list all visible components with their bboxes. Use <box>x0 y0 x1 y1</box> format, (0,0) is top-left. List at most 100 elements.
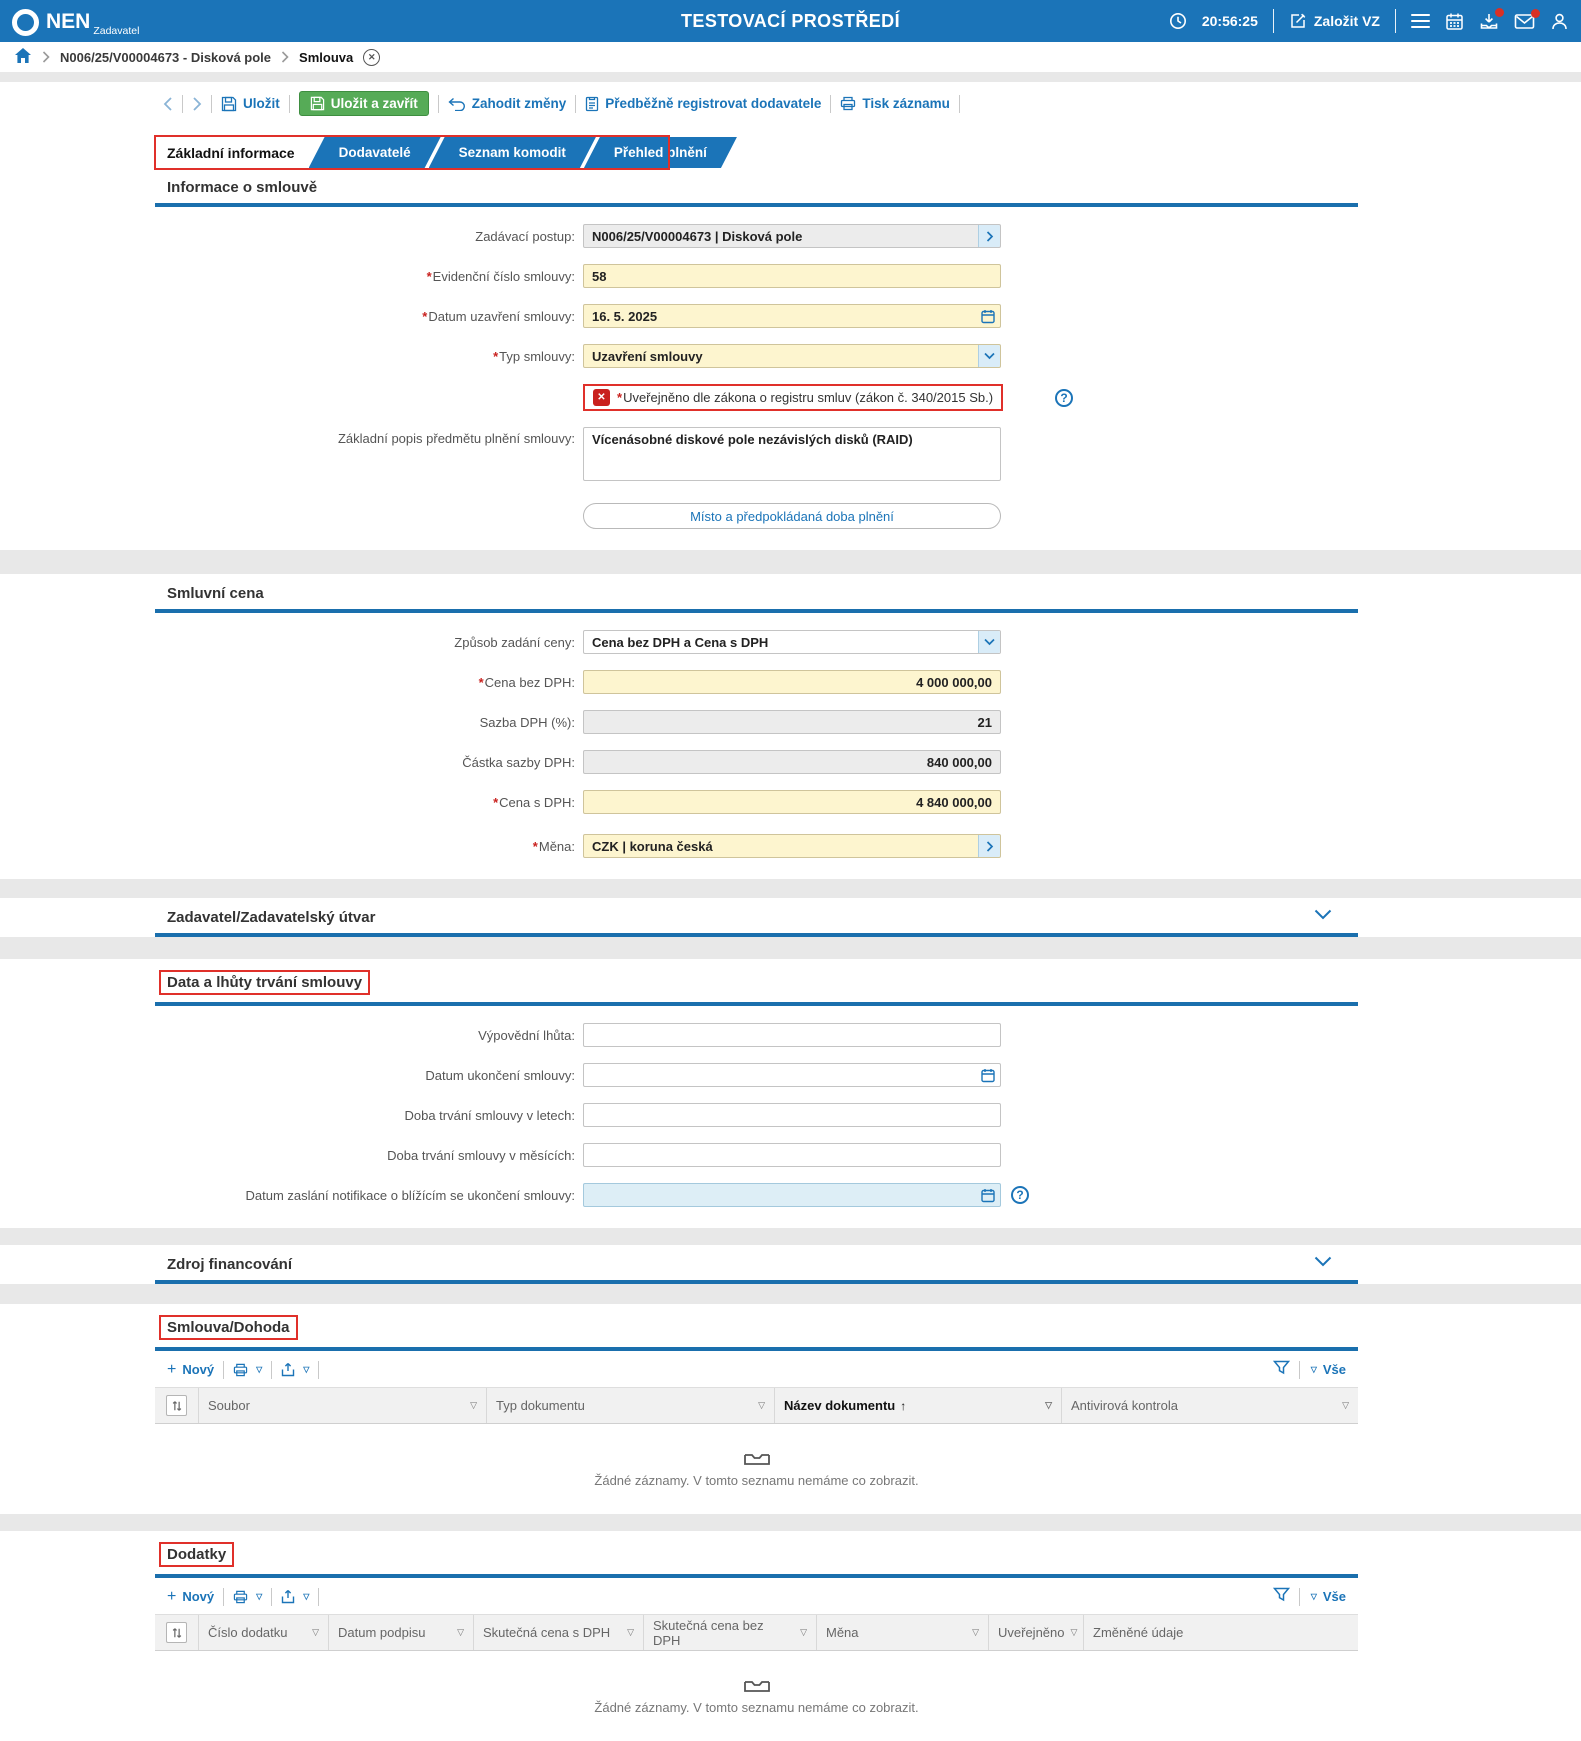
tab-zakladni-informace[interactable]: Základní informace <box>155 137 321 168</box>
publish-register-checkbox[interactable]: ✕ *Uveřejněno dle zákona o registru smlu… <box>583 384 1004 411</box>
mail-icon[interactable] <box>1514 8 1540 30</box>
create-vz-button[interactable]: Založit VZ <box>1289 12 1380 30</box>
calendar-icon[interactable] <box>1445 12 1464 31</box>
inbox-download-icon[interactable] <box>1479 7 1504 31</box>
new-document-button[interactable]: + Nový <box>167 1360 215 1378</box>
user-icon[interactable] <box>1550 12 1569 31</box>
required-marker: * <box>532 838 538 854</box>
column-header-mena[interactable]: Měna ▽ <box>817 1615 989 1650</box>
divider-band <box>0 550 1581 574</box>
divider-band <box>0 937 1581 959</box>
popis-predmetu-textarea[interactable]: Vícenásobné diskové pole nezávislých dis… <box>583 427 1001 481</box>
sort-asc-icon: ↑ <box>900 1398 907 1413</box>
column-filter-icon[interactable]: ▽ <box>457 1627 464 1637</box>
vypovedni-lhuta-field[interactable] <box>583 1023 1001 1047</box>
show-all-button[interactable]: ▽ Vše <box>1310 1589 1346 1604</box>
column-settings-button[interactable] <box>166 1622 187 1643</box>
breadcrumb-current: Smlouva <box>299 49 354 65</box>
discard-changes-button[interactable]: Zahodit změny <box>448 96 566 111</box>
datum-ukonceni-field[interactable] <box>583 1063 1001 1087</box>
dropdown-chevron-icon[interactable] <box>978 345 1000 367</box>
datum-notifikace-field[interactable] <box>583 1183 1001 1207</box>
column-header-datum-podpisu[interactable]: Datum podpisu ▽ <box>329 1615 474 1650</box>
notification-dot <box>1495 7 1504 17</box>
column-header-cislo-dodatku[interactable]: Číslo dodatku ▽ <box>199 1615 329 1650</box>
column-filter-icon[interactable]: ▽ <box>1070 1627 1078 1637</box>
expand-chevron-icon[interactable] <box>1314 907 1332 924</box>
home-icon[interactable] <box>14 47 32 67</box>
column-filter-icon[interactable]: ▽ <box>312 1627 319 1637</box>
expand-chevron-icon[interactable] <box>1314 1254 1332 1271</box>
help-icon[interactable]: ? <box>1011 1186 1029 1204</box>
lookup-chevron-icon[interactable] <box>978 225 1000 247</box>
column-settings-button[interactable] <box>166 1395 187 1416</box>
print-record-button[interactable]: Tisk záznamu <box>840 96 950 111</box>
save-and-close-button[interactable]: Uložit a zavřít <box>298 91 429 116</box>
column-filter-icon[interactable]: ▽ <box>972 1627 979 1637</box>
filter-button[interactable] <box>1272 1360 1290 1379</box>
field-label: Výpovědní lhůta: <box>478 1027 575 1043</box>
typ-smlouvy-select[interactable]: Uzavření smlouvy <box>583 344 1001 368</box>
nav-back-button[interactable] <box>163 96 173 111</box>
column-filter-icon[interactable]: ▽ <box>1045 1400 1052 1410</box>
section-zadavatel: Zadavatel/Zadavatelský útvar <box>155 898 1358 937</box>
dropdown-chevron-icon[interactable] <box>978 631 1000 653</box>
calendar-picker-icon[interactable] <box>981 1068 995 1086</box>
cena-s-dph-field[interactable]: 4 840 000,00 <box>583 790 1001 814</box>
column-header-nazev-dokumentu[interactable]: Název dokumentu ↑ ▽ <box>775 1388 1062 1423</box>
save-button[interactable]: Uložit <box>221 96 280 112</box>
cena-bez-dph-field[interactable]: 4 000 000,00 <box>583 670 1001 694</box>
column-filter-icon[interactable]: ▽ <box>800 1627 807 1637</box>
column-filter-icon[interactable]: ▽ <box>470 1400 477 1410</box>
menu-icon[interactable] <box>1411 13 1430 29</box>
tab-seznam-komodit[interactable]: Seznam komodit <box>429 137 596 168</box>
zpusob-zadani-ceny-select[interactable]: Cena bez DPH a Cena s DPH <box>583 630 1001 654</box>
empty-tray-icon <box>743 1681 770 1692</box>
calendar-picker-icon[interactable] <box>981 309 995 327</box>
filter-button[interactable] <box>1272 1587 1290 1606</box>
nen-logo[interactable]: NEN Zadavatel <box>12 5 139 37</box>
brand-role: Zadavatel <box>93 25 140 37</box>
column-filter-icon[interactable]: ▽ <box>1342 1400 1349 1410</box>
column-filter-icon[interactable]: ▽ <box>627 1627 634 1637</box>
field-label: Základní popis předmětu plnění smlouvy: <box>337 431 575 446</box>
export-button[interactable]: ▽ <box>281 1362 309 1377</box>
column-header-skutecna-cena-bez-dph[interactable]: Skutečná cena bez DPH ▽ <box>644 1615 817 1650</box>
required-marker: * <box>478 674 484 690</box>
chevron-right-icon <box>281 51 289 63</box>
print-list-button[interactable]: ▽ <box>233 1590 262 1604</box>
column-header-soubor[interactable]: Soubor ▽ <box>199 1388 487 1423</box>
new-amendment-button[interactable]: + Nový <box>167 1587 215 1605</box>
column-header-uverejneno[interactable]: Uveřejněno ▽ <box>989 1615 1084 1650</box>
evidencni-cislo-field[interactable]: 58 <box>583 264 1001 288</box>
column-header-zmenene-udaje[interactable]: Změněné údaje <box>1093 1625 1184 1640</box>
lookup-chevron-icon[interactable] <box>978 835 1000 857</box>
top-bar: NEN Zadavatel TESTOVACÍ PROSTŘEDÍ 20:56:… <box>0 0 1581 42</box>
preregister-supplier-button[interactable]: Předběžně registrovat dodavatele <box>585 96 821 112</box>
zadavaci-postup-field[interactable]: N006/25/V00004673 | Disková pole <box>583 224 1001 248</box>
column-header-skutecna-cena-s-dph[interactable]: Skutečná cena s DPH ▽ <box>474 1615 644 1650</box>
print-list-button[interactable]: ▽ <box>233 1363 262 1377</box>
notification-dot <box>1531 8 1540 18</box>
misto-doba-plneni-button[interactable]: Místo a předpokládaná doba plnění <box>583 503 1001 529</box>
doba-trvani-letech-field[interactable] <box>583 1103 1001 1127</box>
column-filter-icon[interactable]: ▽ <box>758 1400 765 1410</box>
doba-trvani-mesicich-field[interactable] <box>583 1143 1001 1167</box>
column-header-typ-dokumentu[interactable]: Typ dokumentu ▽ <box>487 1388 775 1423</box>
help-icon[interactable]: ? <box>1055 388 1074 407</box>
export-button[interactable]: ▽ <box>281 1589 309 1604</box>
calendar-picker-icon[interactable] <box>981 1188 995 1206</box>
show-all-button[interactable]: ▽ Vše <box>1310 1362 1346 1377</box>
close-tab-icon[interactable]: ✕ <box>363 48 381 66</box>
breadcrumb-procedure[interactable]: N006/25/V00004673 - Disková pole <box>60 49 272 65</box>
nav-forward-button[interactable] <box>192 96 202 111</box>
section-title: Data a lhůty trvání smlouvy <box>155 959 1358 1002</box>
section-smluvni-cena: Smluvní cena Způsob zadání ceny: Cena be… <box>155 574 1358 879</box>
section-data-lhuty: Data a lhůty trvání smlouvy Výpovědní lh… <box>155 959 1358 1228</box>
mena-field[interactable]: CZK | koruna česká <box>583 834 1001 858</box>
datum-uzavreni-field[interactable]: 16. 5. 2025 <box>583 304 1001 328</box>
column-header-antivirova-kontrola[interactable]: Antivirová kontrola ▽ <box>1071 1398 1349 1413</box>
divider <box>1272 9 1274 33</box>
tab-dodavatele[interactable]: Dodavatelé <box>309 137 441 168</box>
tab-prehled-plneni[interactable]: Přehled plnění <box>584 137 737 168</box>
